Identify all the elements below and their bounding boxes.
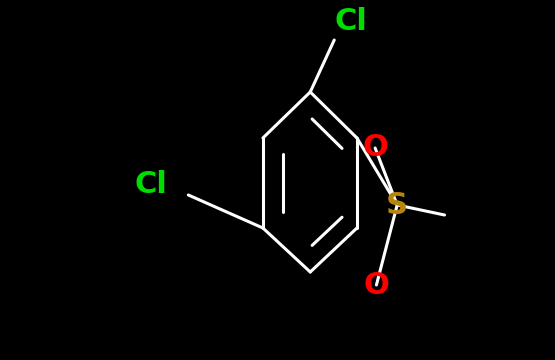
Text: O: O — [364, 270, 390, 300]
Text: O: O — [362, 134, 388, 162]
Text: Cl: Cl — [134, 171, 167, 199]
Text: Cl: Cl — [334, 8, 367, 36]
Text: S: S — [386, 190, 408, 220]
